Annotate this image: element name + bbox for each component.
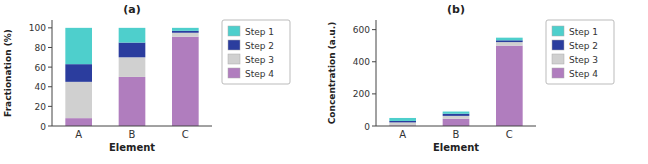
y-tick xyxy=(372,61,376,62)
x-axis-line xyxy=(52,126,212,127)
legend-swatch xyxy=(228,68,240,78)
legend-swatch xyxy=(552,40,564,50)
legend-label: Step 3 xyxy=(569,55,598,65)
y-tick-label: 0 xyxy=(364,122,370,132)
bar-segment xyxy=(443,114,470,116)
y-tick xyxy=(48,67,52,68)
bar-segment xyxy=(119,43,146,58)
bar-segment xyxy=(65,28,92,64)
x-tick-label: C xyxy=(182,129,189,140)
y-tick xyxy=(48,47,52,48)
legend-swatch xyxy=(552,68,564,78)
x-tick-label: B xyxy=(453,129,460,140)
legend-swatch xyxy=(228,54,240,64)
legend-swatch xyxy=(228,40,240,50)
y-tick xyxy=(48,106,52,107)
y-tick-label: 400 xyxy=(353,57,370,67)
bar-segment xyxy=(496,46,523,126)
y-tick-label: 20 xyxy=(35,102,47,112)
bars xyxy=(389,38,522,126)
x-axis-line xyxy=(376,126,536,127)
legend-frame xyxy=(222,20,290,84)
y-tick xyxy=(372,93,376,94)
y-tick-label: 60 xyxy=(35,63,47,73)
y-tick xyxy=(48,126,52,127)
bar-segment xyxy=(119,77,146,126)
bar-segment xyxy=(65,64,92,82)
panel: (b) 0 200 400 600 A B C Element Concentration (a.… xyxy=(327,3,614,153)
title: (b) xyxy=(447,3,465,16)
bar-segment xyxy=(443,116,470,119)
title: (a) xyxy=(123,3,140,16)
bar-segment xyxy=(389,121,416,122)
y-tick-label: 40 xyxy=(35,82,47,92)
bar-segment xyxy=(172,37,199,126)
bar-segment xyxy=(443,119,470,126)
bar-segment xyxy=(65,118,92,126)
y-tick xyxy=(48,86,52,87)
bar-segment xyxy=(496,38,523,41)
y-axis-label: Concentration (a.u.) xyxy=(327,22,337,125)
legend: Step 1 Step 2 Step 3 Step 4 xyxy=(546,20,614,84)
x-tick-label: A xyxy=(75,129,82,140)
x-axis-label: Element xyxy=(109,142,155,153)
bar-segment xyxy=(172,33,199,37)
y-axis-line xyxy=(376,20,377,126)
y-tick-label: 600 xyxy=(353,25,370,35)
y-tick xyxy=(372,29,376,30)
legend-label: Step 1 xyxy=(245,27,274,37)
legend-frame xyxy=(546,20,614,84)
x-tick-label: A xyxy=(399,129,406,140)
legend: Step 1 Step 2 Step 3 Step 4 xyxy=(222,20,290,84)
x-tick-label: C xyxy=(506,129,513,140)
panel: (a) 0 20 40 60 80 100 A B C Element Fractionation (… xyxy=(3,3,290,153)
legend-label: Step 2 xyxy=(245,41,274,51)
bar-segment xyxy=(389,118,416,121)
bar-segment xyxy=(172,28,199,31)
bar-segment xyxy=(496,40,523,42)
bar-segment xyxy=(119,57,146,77)
legend-swatch xyxy=(552,54,564,64)
bar-segment xyxy=(443,112,470,114)
legend-label: Step 4 xyxy=(569,69,598,79)
legend-swatch xyxy=(228,26,240,36)
y-tick-label: 0 xyxy=(40,122,46,132)
legend-label: Step 2 xyxy=(569,41,598,51)
y-tick xyxy=(372,126,376,127)
bar-segment xyxy=(389,122,416,125)
legend-swatch xyxy=(552,26,564,36)
figure: (a) 0 20 40 60 80 100 A B C Element Fractionation (… xyxy=(0,0,648,164)
x-axis-label: Element xyxy=(433,142,479,153)
bar-segment xyxy=(119,28,146,43)
y-axis-label: Fractionation (%) xyxy=(3,29,13,117)
bar-segment xyxy=(65,82,92,118)
bar-segment xyxy=(172,31,199,33)
legend-label: Step 4 xyxy=(245,69,274,79)
legend-label: Step 1 xyxy=(569,27,598,37)
y-tick-label: 100 xyxy=(29,23,46,33)
bar-segment xyxy=(496,42,523,46)
legend-label: Step 3 xyxy=(245,55,274,65)
bars xyxy=(65,28,198,126)
y-tick-label: 80 xyxy=(35,43,47,53)
y-tick xyxy=(48,27,52,28)
x-tick-label: B xyxy=(129,129,136,140)
y-tick-label: 200 xyxy=(353,89,370,99)
y-axis-line xyxy=(52,20,53,126)
